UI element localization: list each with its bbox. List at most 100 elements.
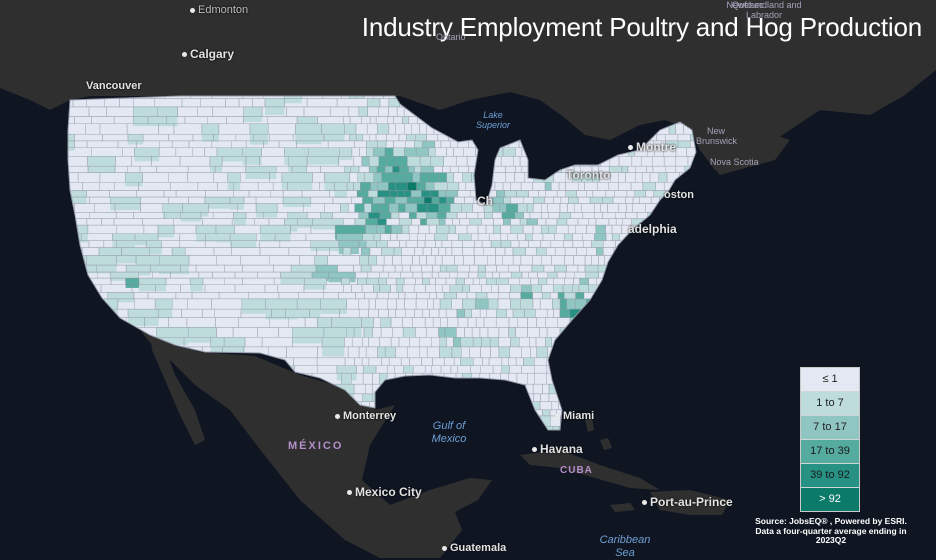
county-fill	[407, 197, 414, 204]
county-fill	[575, 292, 584, 299]
city-name: Port-au-Prince	[650, 495, 733, 509]
county-fill	[412, 172, 421, 183]
county-fill	[377, 140, 387, 148]
county-fill	[514, 212, 524, 219]
county-fill	[379, 373, 388, 385]
county-fill	[426, 218, 440, 226]
county-fill	[378, 278, 387, 285]
county-fill	[504, 190, 517, 198]
county-fill	[552, 426, 560, 430]
county-fill	[358, 106, 368, 117]
region-label-newfoundland: Newfoundland and Labrador	[726, 0, 802, 20]
county-fill	[536, 346, 548, 358]
county-fill	[492, 203, 500, 213]
country-label-mexico: MÉXICO	[288, 440, 344, 452]
city-name: Toronto	[566, 168, 611, 182]
county-fill	[531, 265, 544, 273]
county-fill	[523, 357, 535, 366]
county-fill	[343, 247, 351, 256]
county-fill	[362, 233, 374, 241]
county-fill	[395, 197, 408, 204]
county-fill	[414, 140, 423, 148]
county-fill	[521, 284, 532, 293]
county-fill	[437, 212, 447, 219]
city-dot-icon	[335, 413, 340, 419]
county-fill	[362, 393, 373, 402]
county-fill	[377, 218, 387, 226]
county-fill	[381, 247, 395, 256]
water-label-lake-superior: Lake Superior	[475, 110, 511, 130]
county-fill	[361, 156, 370, 167]
county-fill	[364, 172, 374, 183]
county-fill	[362, 197, 373, 204]
county-fill	[440, 265, 447, 273]
city-name: Calgary	[190, 47, 235, 61]
county-fill	[420, 172, 430, 183]
county-fill	[397, 190, 405, 198]
county-fill	[227, 172, 241, 191]
county-fill	[501, 212, 515, 219]
county-fill	[125, 278, 139, 288]
county-fill	[558, 292, 565, 299]
county-fill	[388, 98, 400, 107]
mexico-landmass	[140, 330, 492, 558]
county-fill	[552, 298, 561, 310]
county-fill	[353, 182, 361, 191]
county-fill	[395, 182, 408, 191]
city-name: Edmonton	[198, 4, 249, 16]
county-fill	[428, 147, 436, 157]
county-fill	[516, 190, 529, 198]
county-fill	[126, 265, 151, 276]
county-fill	[486, 278, 497, 285]
county-fill	[440, 298, 452, 310]
county-fill	[572, 284, 579, 293]
county-fill	[386, 156, 397, 167]
region-label-new-brunswick: New Brunswick	[696, 126, 738, 146]
lake-michigan-water	[474, 145, 495, 205]
county-fill	[475, 298, 489, 310]
county-fill	[439, 337, 447, 347]
county-fill	[416, 212, 427, 219]
city-dot-icon	[442, 545, 447, 551]
region-name: Quebec	[732, 0, 764, 10]
map-legend: ≤ 1 1 to 7 7 to 17 17 to 39 39 to 92 > 9…	[800, 367, 860, 512]
county-fill	[425, 182, 435, 191]
county-fill	[341, 278, 350, 285]
county-fill	[403, 365, 414, 374]
county-fill	[572, 172, 582, 183]
water-label-gulf-of-mexico: Gulf of Mexico	[431, 420, 467, 445]
county-fill	[460, 337, 474, 347]
county-fill	[422, 140, 435, 148]
county-fill	[464, 309, 472, 318]
county-fill	[398, 203, 406, 213]
lake-superior-water	[432, 115, 520, 142]
county-border	[552, 426, 560, 430]
county-fill	[354, 218, 366, 226]
county-fill	[321, 123, 345, 142]
county-fill	[209, 156, 223, 172]
county-fill	[334, 182, 348, 199]
county-fill	[396, 156, 408, 167]
county-fill	[414, 166, 421, 173]
county-fill	[297, 116, 318, 129]
county-fill	[201, 123, 219, 142]
county-fill	[404, 190, 411, 198]
place-label-monterrey: Monterrey	[335, 410, 396, 422]
county-fill	[462, 284, 470, 293]
county-fill	[568, 197, 579, 204]
county-fill	[592, 172, 600, 183]
county-fill	[455, 278, 465, 285]
county-fill	[545, 182, 552, 191]
place-label-toronto: Toronto	[566, 168, 610, 182]
county-fill	[180, 212, 201, 222]
county-fill	[373, 233, 381, 241]
county-fill	[284, 96, 302, 104]
county-fill	[162, 203, 183, 219]
county-fill	[496, 278, 509, 285]
county-fill	[354, 203, 365, 213]
county-fill	[363, 365, 377, 374]
county-fill	[68, 140, 75, 151]
county-fill	[365, 218, 378, 226]
region-label-quebec: Quebec	[732, 0, 764, 10]
